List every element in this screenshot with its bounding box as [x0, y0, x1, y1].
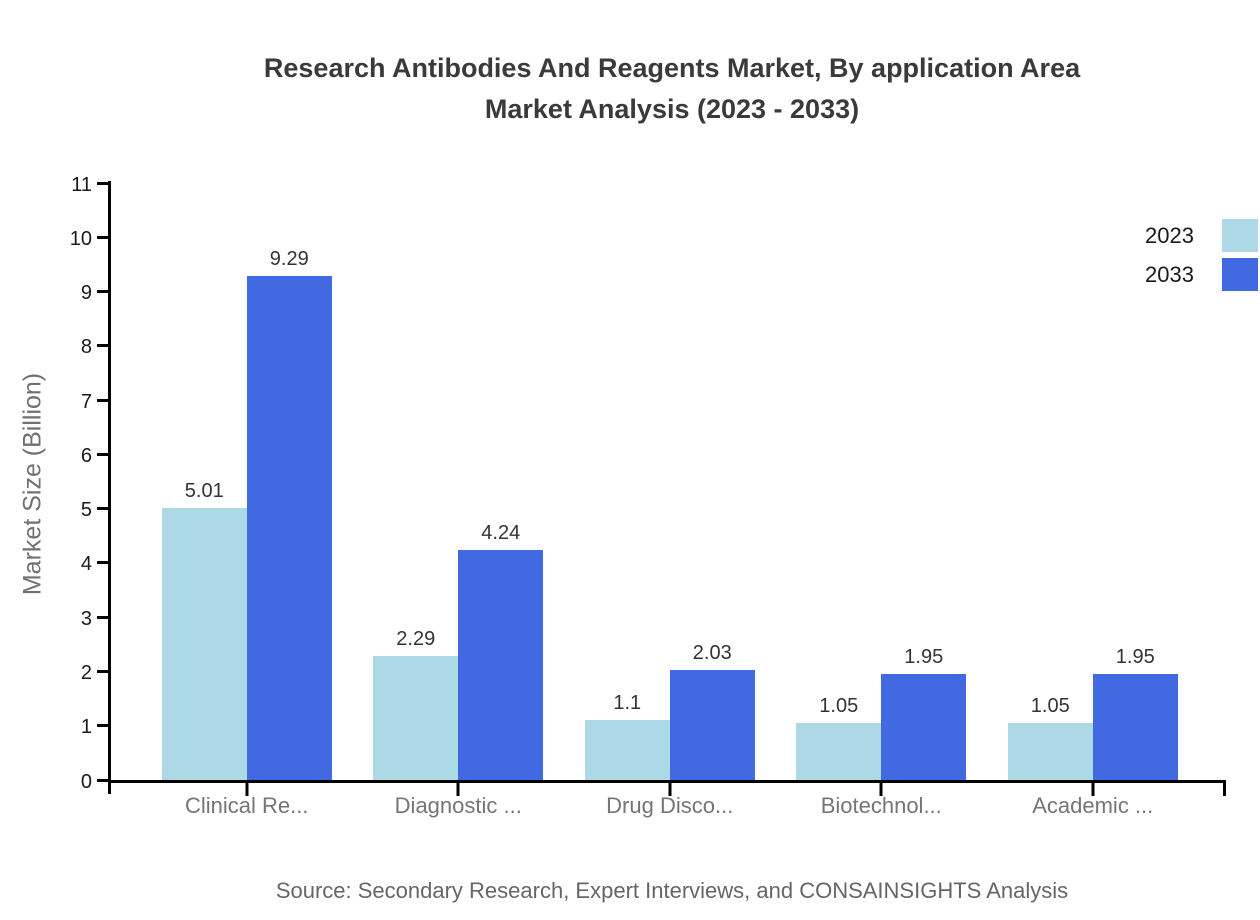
x-axis-category-label: Diagnostic ...	[394, 793, 522, 818]
y-tick-label: 0	[80, 770, 92, 793]
source-text: Source: Secondary Research, Expert Inter…	[275, 878, 1069, 903]
y-tick-label: 9	[80, 282, 92, 305]
legend-item-2023: 2023	[1145, 219, 1258, 252]
x-tick-mark	[245, 782, 249, 796]
bar-2033	[458, 549, 544, 780]
x-tick-mark	[1091, 782, 1095, 796]
bar-value-label: 1.05	[819, 695, 859, 718]
bar-2033	[1092, 674, 1178, 780]
bar-2023	[373, 655, 459, 780]
y-tick-mark	[97, 181, 111, 185]
bar-group-biotechnology: 1.05 1.95 Biotechnol...	[776, 183, 988, 818]
bar-group-clinical-research: 5.01 9.29 Clinical Re...	[141, 183, 353, 818]
bar-column: 1.95	[881, 183, 967, 780]
y-tick-label: 4	[80, 553, 92, 576]
y-tick-mark	[97, 669, 111, 673]
bar-column: 2.03	[669, 183, 755, 780]
bar-column: 1.95	[1092, 183, 1178, 780]
bar-value-label: 1.95	[1115, 646, 1155, 669]
y-tick-label: 7	[80, 390, 92, 413]
bar-column: 5.01	[161, 183, 247, 780]
bar-column: 2.29	[373, 183, 459, 780]
legend-swatch-2033	[1222, 258, 1258, 291]
y-tick-label: 5	[80, 499, 92, 522]
bar-value-label: 2.29	[396, 627, 436, 650]
y-tick-mark	[97, 452, 111, 456]
x-tick-mark	[456, 782, 460, 796]
bar-column: 1.05	[1007, 183, 1093, 780]
x-tick-mark	[668, 782, 672, 796]
y-tick-label: 1	[80, 716, 92, 739]
y-tick-label: 10	[69, 227, 92, 250]
y-tick-mark	[97, 615, 111, 619]
bar-value-label: 1.95	[904, 646, 944, 669]
bar-column: 9.29	[246, 183, 332, 780]
bar-2023	[796, 723, 882, 780]
y-axis-line	[108, 181, 111, 794]
x-axis-end-tick	[1223, 782, 1226, 796]
legend-label: 2033	[1145, 261, 1194, 287]
bar-2023	[161, 508, 247, 780]
bar-column: 4.24	[458, 183, 544, 780]
bar-group-diagnostic: 2.29 4.24 Diagnostic ...	[353, 183, 565, 818]
y-tick-mark	[97, 344, 111, 348]
bar-column: 1.1	[584, 183, 670, 780]
bar-value-label: 1.1	[613, 692, 642, 715]
y-tick-mark	[97, 724, 111, 728]
y-tick-mark	[97, 398, 111, 402]
x-axis-category-label: Biotechnol...	[820, 793, 942, 818]
y-tick-mark	[97, 235, 111, 239]
y-tick-mark	[97, 561, 111, 565]
y-tick-mark	[97, 507, 111, 511]
bar-2033	[246, 275, 332, 780]
legend-item-2033: 2033	[1145, 258, 1258, 291]
y-tick-mark	[97, 778, 111, 782]
bar-column: 1.05	[796, 183, 882, 780]
chart-title: Research Antibodies And Reagents Market,…	[84, 48, 1260, 130]
x-axis-line	[108, 780, 1226, 783]
chart-title-line-1: Research Antibodies And Reagents Market,…	[263, 53, 1081, 83]
x-axis-category-label: Academic ...	[1032, 793, 1154, 818]
chart-title-line-2: Market Analysis (2023 - 2033)	[484, 94, 860, 124]
legend: 2023 2033	[1145, 219, 1258, 291]
y-tick-label: 2	[80, 661, 92, 684]
legend-label: 2023	[1145, 222, 1194, 248]
y-tick-mark	[97, 290, 111, 294]
legend-swatch-2023	[1222, 219, 1258, 252]
bar-2033	[881, 674, 967, 780]
bar-group-academic: 1.05 1.95 Academic ...	[987, 183, 1199, 818]
bar-2023	[1007, 723, 1093, 780]
bar-value-label: 2.03	[692, 641, 732, 664]
y-tick-label: 6	[80, 444, 92, 467]
x-axis-category-label: Drug Disco...	[606, 793, 734, 818]
bar-2033	[669, 669, 755, 780]
y-tick-label: 3	[80, 607, 92, 630]
bar-value-label: 9.29	[269, 247, 309, 270]
y-tick-label: 11	[71, 173, 92, 196]
y-axis-title: Market Size (Billion)	[18, 372, 47, 596]
x-axis-category-label: Clinical Re...	[185, 793, 309, 818]
bar-value-label: 1.05	[1030, 695, 1070, 718]
bar-group-drug-discovery: 1.1 2.03 Drug Disco...	[564, 183, 776, 818]
plot-area: 0 1 2 3 4 5 6 7 8 9 10 11 5.01 9.29 Clin…	[70, 175, 1226, 818]
x-tick-mark	[879, 782, 883, 796]
bar-value-label: 5.01	[184, 480, 224, 503]
bar-value-label: 4.24	[481, 521, 521, 544]
bar-groups: 5.01 9.29 Clinical Re... 2.29 4.24	[111, 183, 1223, 818]
y-tick-label: 8	[80, 336, 92, 359]
bar-2023	[584, 720, 670, 780]
